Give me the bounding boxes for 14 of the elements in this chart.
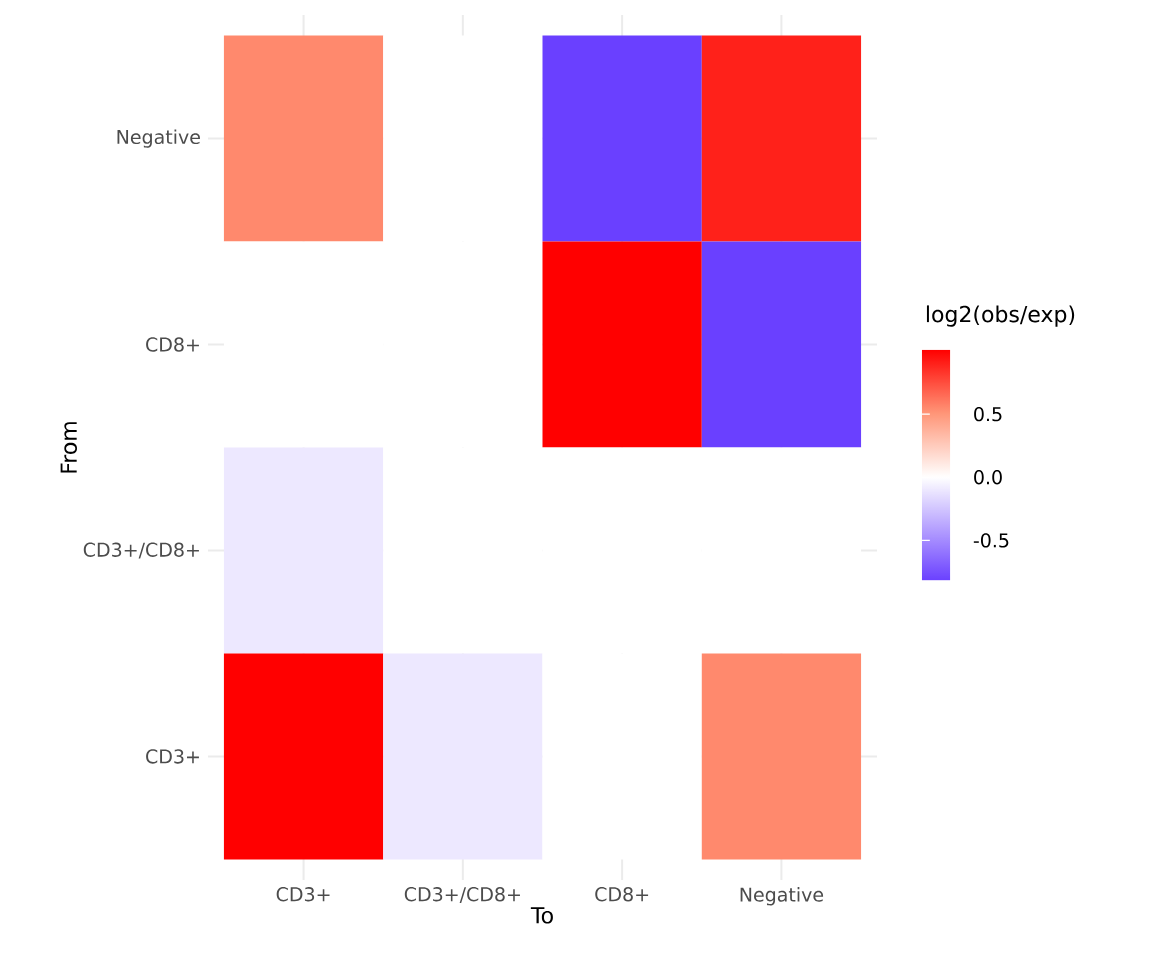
y-tick-label: CD3+/CD8+ — [83, 542, 199, 559]
y-tick-label: CD8+ — [146, 337, 199, 352]
x-tick-label: CD3+ — [276, 887, 330, 902]
color-bar-title: log2(obs/exp) — [926, 305, 1075, 327]
x-tick-label: CD8+ — [595, 887, 649, 902]
y-tick-label: Negative — [117, 129, 200, 148]
y-tick-label: CD3+ — [146, 749, 199, 764]
x-axis-title: To — [530, 907, 553, 924]
y-axis-title: From — [60, 422, 77, 473]
x-tick-label: CD3+/CD8+ — [404, 887, 520, 903]
x-tick-label: Negative — [740, 887, 824, 906]
color-bar-label: 0.5 — [974, 406, 1002, 422]
color-bar-label: 0.0 — [974, 470, 1002, 485]
color-bar-label: -0.5 — [973, 533, 1009, 548]
